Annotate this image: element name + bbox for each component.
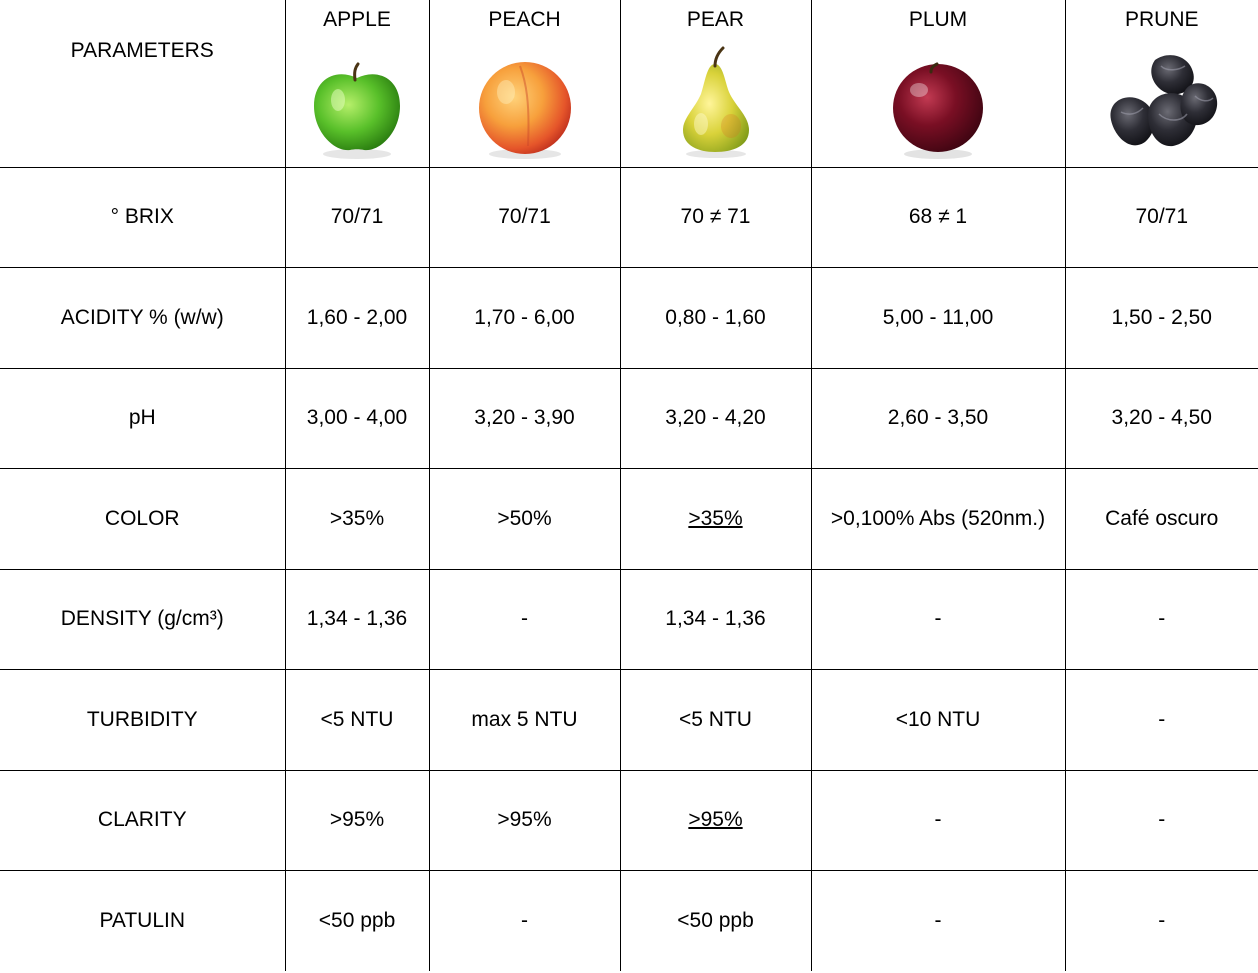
parameters-header: PARAMETERS [0, 0, 286, 168]
table-cell: 2,60 - 3,50 [810, 367, 1066, 469]
fruit-name-peach: PEACH [488, 8, 561, 31]
table-row-patulin: PATULIN <50 ppb - <50 ppb - - [0, 870, 1258, 971]
table-cell: Café oscuro [1064, 468, 1258, 570]
table-cell: 1,34 - 1,36 [284, 568, 430, 670]
parameter-label: CLARITY [0, 769, 286, 871]
table-cell: 1,50 - 2,50 [1064, 267, 1258, 369]
table-cell: 1,70 - 6,00 [428, 267, 621, 369]
table-cell: >95% [428, 769, 621, 871]
table-cell: 3,00 - 4,00 [284, 367, 430, 469]
table-row-turbidity: TURBIDITY <5 NTU max 5 NTU <5 NTU <10 NT… [0, 669, 1258, 771]
peach-icon [460, 42, 590, 162]
table-cell: 1,60 - 2,00 [284, 267, 430, 369]
table-cell: >0,100% Abs (520nm.) [810, 468, 1066, 570]
table-cell: - [810, 568, 1066, 670]
table-cell: 70/71 [284, 166, 430, 268]
table-cell: 3,20 - 4,50 [1064, 367, 1258, 469]
table-row-brix: ° BRIX 70/71 70/71 70 ≠ 71 68 ≠ 1 70/71 [0, 166, 1258, 268]
parameter-label: pH [0, 367, 286, 469]
table-cell: <50 ppb [284, 870, 430, 971]
pear-icon [651, 42, 781, 162]
table-cell: - [1064, 669, 1258, 771]
table-cell: 3,20 - 3,90 [428, 367, 621, 469]
underlined-value: >95% [688, 808, 743, 832]
table-cell: - [1064, 769, 1258, 871]
table-cell: max 5 NTU [428, 669, 621, 771]
fruit-name-plum: PLUM [908, 8, 968, 31]
parameter-label: DENSITY (g/cm³) [0, 568, 286, 670]
underlined-value: >35% [688, 506, 743, 530]
parameter-label: PATULIN [0, 870, 286, 971]
table-cell: - [428, 568, 621, 670]
table-cell: <50 ppb [619, 870, 812, 971]
fruit-header-prune: PRUNE [1064, 0, 1258, 168]
fruit-header-apple: APPLE [284, 0, 430, 168]
fruit-name-pear: PEAR [686, 8, 745, 31]
table-cell: >35% [619, 468, 812, 570]
table-cell: - [810, 769, 1066, 871]
parameter-label: ° BRIX [0, 166, 286, 268]
table-cell: <5 NTU [284, 669, 430, 771]
table-cell: >50% [428, 468, 621, 570]
parameter-label: ACIDITY % (w/w) [0, 267, 286, 369]
table-cell: 70 ≠ 71 [619, 166, 812, 268]
table-cell: >35% [284, 468, 430, 570]
table-cell: 0,80 - 1,60 [619, 267, 812, 369]
table-row-density: DENSITY (g/cm³) 1,34 - 1,36 - 1,34 - 1,3… [0, 568, 1258, 670]
fruit-header-pear: PEAR [619, 0, 812, 168]
table-row-color: COLOR >35% >50% >35% >0,100% Abs (520nm.… [0, 468, 1258, 570]
apple-icon [292, 42, 422, 162]
table-cell: 68 ≠ 1 [810, 166, 1066, 268]
fruit-header-plum: PLUM [810, 0, 1066, 168]
parameter-label: TURBIDITY [0, 669, 286, 771]
plum-icon [873, 42, 1003, 162]
parameter-label: COLOR [0, 468, 286, 570]
table-cell: 3,20 - 4,20 [619, 367, 812, 469]
table-cell: 5,00 - 11,00 [810, 267, 1066, 369]
prune-icon [1097, 42, 1227, 162]
table-cell: - [1064, 568, 1258, 670]
fruit-name-apple: APPLE [323, 8, 391, 31]
table-cell: >95% [284, 769, 430, 871]
table-cell: <10 NTU [810, 669, 1066, 771]
table-cell: >95% [619, 769, 812, 871]
table-cell: 70/71 [1064, 166, 1258, 268]
table-cell: - [810, 870, 1066, 971]
table-cell: <5 NTU [619, 669, 812, 771]
table-row-acidity: ACIDITY % (w/w) 1,60 - 2,00 1,70 - 6,00 … [0, 267, 1258, 369]
table-row-clarity: CLARITY >95% >95% >95% - - [0, 769, 1258, 871]
table-cell: - [1064, 870, 1258, 971]
table-row-ph: pH 3,00 - 4,00 3,20 - 3,90 3,20 - 4,20 2… [0, 367, 1258, 469]
header-row: PARAMETERS APPLE [0, 0, 1258, 168]
table-cell: - [428, 870, 621, 971]
fruit-name-prune: PRUNE [1124, 8, 1199, 31]
fruit-header-peach: PEACH [428, 0, 621, 168]
table-cell: 1,34 - 1,36 [619, 568, 812, 670]
table-cell: 70/71 [428, 166, 621, 268]
